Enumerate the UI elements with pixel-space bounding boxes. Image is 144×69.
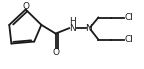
Text: Cl: Cl — [125, 13, 134, 22]
Text: O: O — [52, 48, 59, 57]
Text: N: N — [85, 24, 92, 33]
Text: O: O — [22, 2, 29, 11]
Text: H: H — [69, 17, 76, 26]
Text: N: N — [69, 24, 76, 33]
Text: Cl: Cl — [125, 35, 134, 44]
